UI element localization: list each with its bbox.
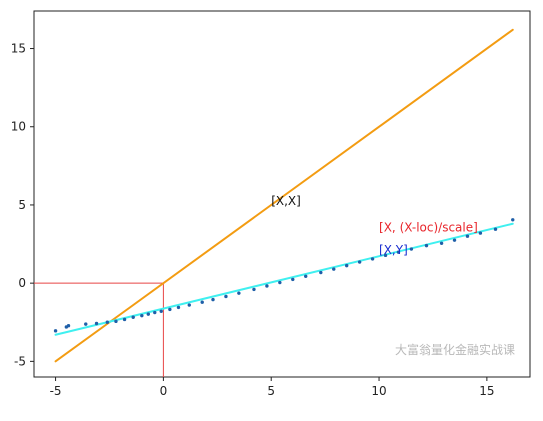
y-tick-label: 15 xyxy=(11,42,26,56)
scatter-point xyxy=(370,257,375,261)
scatter-point xyxy=(140,313,144,318)
scatter-point xyxy=(153,310,157,315)
scatter-point xyxy=(304,274,308,278)
scatter-point xyxy=(53,329,58,333)
scatter-point xyxy=(168,307,172,312)
x-tick-label: 10 xyxy=(371,384,386,398)
scatter-point xyxy=(344,263,349,268)
x-tick-label: 15 xyxy=(479,384,494,398)
scatter-points xyxy=(53,218,515,333)
scatter-point xyxy=(237,291,241,295)
x-tick-label: 5 xyxy=(267,384,275,398)
y-tick-label: 0 xyxy=(18,276,26,290)
scatter-point xyxy=(187,303,191,307)
scatter-point xyxy=(114,319,118,324)
y-tick-label: -5 xyxy=(14,354,26,368)
scatter-point xyxy=(176,305,181,310)
scatter-point xyxy=(291,277,295,282)
scatter-point xyxy=(493,227,498,231)
x-tick-label: -5 xyxy=(50,384,62,398)
scatter-point xyxy=(278,280,282,285)
scatter-point xyxy=(383,253,388,258)
annotation-label: [X,X] xyxy=(271,194,301,208)
annotations: [X,X] [X, (X-loc)/scale] [X,Y] xyxy=(271,194,478,257)
y-axis-ticks: -5 0 5 10 15 xyxy=(11,42,34,368)
axes-frame xyxy=(33,10,531,378)
scatter-point xyxy=(357,260,362,264)
reference-lines xyxy=(34,282,164,377)
y-tick-label: 10 xyxy=(11,120,26,134)
annotation-label: [X, (X-loc)/scale] xyxy=(379,221,478,235)
fit-line xyxy=(54,222,514,336)
scatter-point xyxy=(424,243,429,248)
identity-line xyxy=(54,28,514,363)
scatter-point xyxy=(131,315,135,319)
scatter-point xyxy=(332,267,336,271)
scatter-point xyxy=(465,234,470,238)
watermark-text: 大富翁量化金融实战课 xyxy=(395,342,515,357)
plot-border xyxy=(33,10,531,378)
scatter-point xyxy=(94,321,99,326)
scatter-point xyxy=(146,312,150,316)
series-lines xyxy=(54,28,514,363)
scatter-point xyxy=(409,247,414,251)
x-axis-ticks: -5 0 5 10 15 xyxy=(50,377,495,398)
scatter-point xyxy=(105,320,110,324)
scatter-point xyxy=(319,270,323,275)
y-tick-label: 5 xyxy=(18,198,26,212)
x-tick-label: 0 xyxy=(160,384,168,398)
scatter-point xyxy=(122,317,127,322)
scatter-point xyxy=(252,287,256,292)
scatter-point xyxy=(265,284,269,288)
annotation-label: [X,Y] xyxy=(379,243,408,257)
scatter-point xyxy=(396,250,401,254)
scatter-point xyxy=(224,294,228,299)
scatter-point xyxy=(211,297,215,302)
scatter-point xyxy=(159,309,163,314)
scatter-point xyxy=(511,218,515,222)
scatter-point xyxy=(452,238,457,242)
scatter-point xyxy=(439,241,444,245)
scatter-point xyxy=(84,322,88,326)
scatter-point xyxy=(200,300,204,304)
scatter-point xyxy=(478,231,483,235)
scatter-point xyxy=(66,323,71,328)
